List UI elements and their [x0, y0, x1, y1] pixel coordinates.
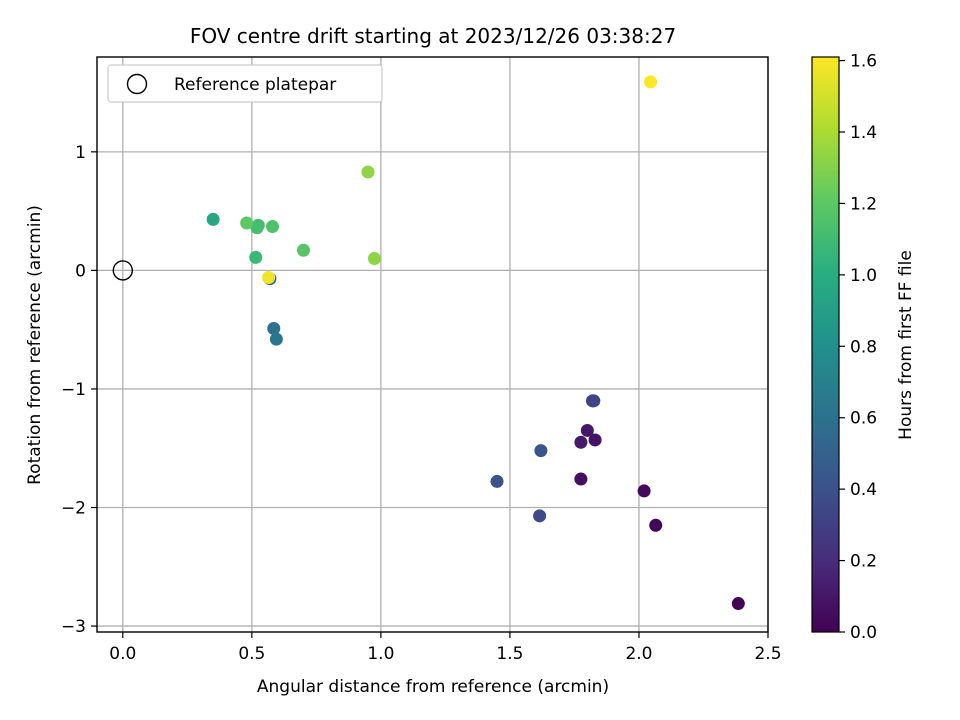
points-layer [206, 75, 745, 611]
chart-title: FOV centre drift starting at 2023/12/26 … [190, 24, 676, 48]
data-point [267, 321, 281, 335]
data-point [534, 444, 548, 458]
data-point [265, 220, 279, 234]
legend-marker-open-circle [126, 73, 148, 95]
y-tick-label: −2 [61, 499, 86, 519]
colorbar-frame [811, 56, 840, 633]
y-axis-label: Rotation from reference (arcmin) [25, 205, 45, 485]
y-tick-label: 0 [75, 261, 86, 281]
data-point [587, 394, 601, 408]
y-ticks: −3 −2 −1 0 1 [61, 143, 97, 637]
x-tick-label: 1.5 [496, 644, 523, 664]
data-point [206, 212, 220, 226]
colorbar: 0.0 0.2 0.4 0.6 0.8 1.0 1.2 1.4 1.6 Hours from f… [811, 52, 916, 643]
plot-frame [96, 56, 769, 633]
colorbar-tick-label: 1.0 [850, 266, 877, 286]
data-point [574, 472, 588, 486]
reference-layer [112, 260, 134, 281]
reference-platepar-marker [112, 260, 134, 281]
data-point [649, 518, 663, 532]
data-point [296, 243, 310, 257]
data-point [250, 221, 264, 235]
data-point [644, 75, 658, 89]
colorbar-tick-label: 1.4 [850, 123, 877, 143]
data-point [580, 423, 594, 437]
data-point [240, 216, 254, 230]
data-point [574, 435, 588, 449]
data-point [249, 250, 263, 264]
colorbar-tick-label: 0.4 [850, 480, 877, 500]
colorbar-ticks: 0.0 0.2 0.4 0.6 0.8 1.0 1.2 1.4 1.6 [839, 52, 877, 643]
y-tick-label: −1 [61, 380, 86, 400]
colorbar-tick-label: 0.2 [850, 552, 877, 572]
data-point [588, 433, 602, 447]
x-tick-label: 0.5 [238, 644, 265, 664]
legend: Reference platepar [107, 64, 383, 103]
data-point [269, 332, 283, 346]
data-point [637, 484, 651, 498]
data-point [533, 509, 547, 523]
y-tick-label: −3 [61, 617, 86, 637]
data-point [262, 271, 276, 285]
data-point [367, 252, 381, 266]
x-tick-label: 2.5 [754, 644, 781, 664]
legend-box [107, 64, 383, 103]
colorbar-label: Hours from first FF file [896, 250, 916, 440]
data-point [731, 597, 745, 611]
x-axis-label: Angular distance from reference (arcmin) [257, 677, 609, 697]
colorbar-tick-label: 0.8 [850, 337, 877, 357]
colorbar-tick-label: 1.6 [850, 52, 877, 72]
legend-label: Reference platepar [174, 75, 336, 95]
colorbar-tick-label: 1.2 [850, 194, 877, 214]
data-point [490, 474, 504, 488]
y-tick-label: 1 [75, 143, 86, 163]
colorbar-tick-label: 0.0 [850, 623, 877, 643]
colorbar-tick-label: 0.6 [850, 409, 877, 429]
x-ticks: 0.0 0.5 1.0 1.5 2.0 2.5 [109, 632, 782, 664]
x-tick-label: 0.0 [109, 644, 136, 664]
x-tick-label: 1.0 [367, 644, 394, 664]
x-tick-label: 2.0 [625, 644, 652, 664]
data-point [361, 165, 375, 179]
colorbar-gradient [812, 57, 839, 632]
grid-layer [97, 57, 769, 632]
